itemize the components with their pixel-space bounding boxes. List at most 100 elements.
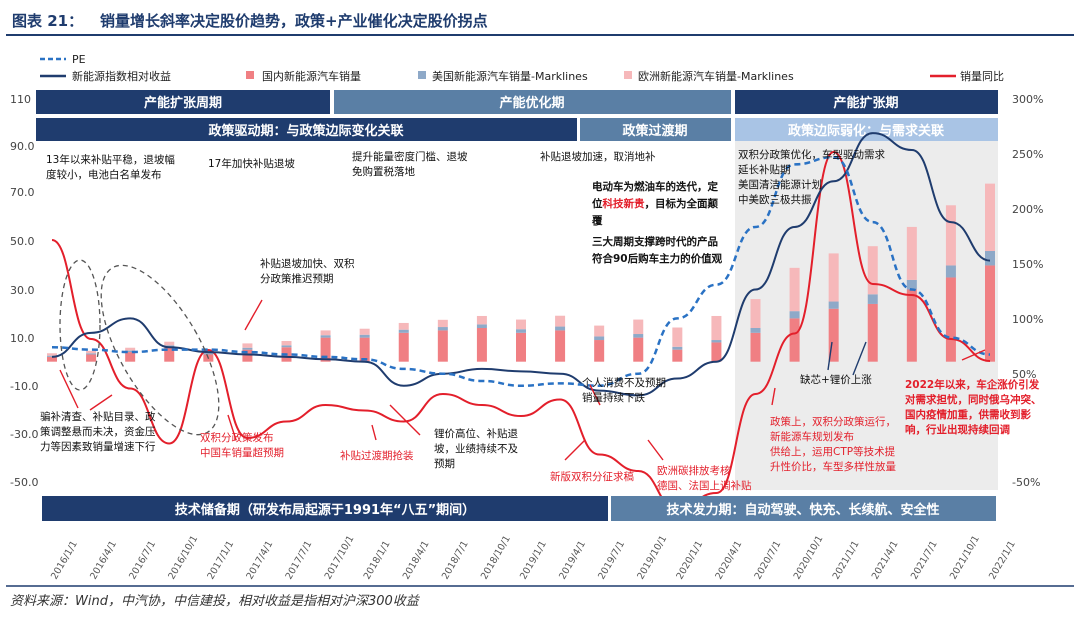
bar-eu [750,299,761,328]
annotation-a6: 电动车为燃油车的迭代，定位科技新贵，目标为全面颠覆 [592,180,718,227]
series-relative-return-line [51,132,991,397]
bar-us [125,350,136,353]
phase-policy-label: 政策过渡期 [622,123,687,139]
x-tick-label: 2018/1/1 [362,539,393,581]
x-tick-label: 2021/1/1 [831,539,862,581]
phase-policy-label: 政策边际弱化：与需求关联 [788,123,944,139]
bar-us [633,334,644,338]
legend: PE 新能源指数相对收益 国内新能源汽车销量 美国新能源汽车销量-Marklin… [40,53,1004,83]
bar-eu [47,353,57,356]
arrow [589,384,601,406]
bar-eu [242,343,253,348]
left-tick: 90.0 [10,140,35,153]
left-axis: 110 90.0 70.0 50.0 30.0 10.0 -10.0 -30.0… [10,93,38,489]
bar-eu [437,319,448,328]
x-tick-label: 2021/10/1 [948,534,982,582]
x-tick-label: 2018/10/1 [479,534,513,582]
phase-policy-weakening [735,118,998,141]
legend-swatch-us [418,71,426,79]
arrow [371,424,377,441]
x-tick-label: 2016/7/1 [127,539,158,581]
bar-eu [516,319,526,330]
annotation-arrows [59,299,986,461]
bar-domestic [398,332,409,362]
x-tick-label: 2020/7/1 [753,539,784,581]
annotation-a10: 骗补清查、补贴目录、政策调整悬而未决，资金压力等因素致销量增速下行 [40,410,156,453]
x-tick-label: 2019/10/1 [635,534,669,582]
bar-domestic [47,356,57,362]
annotation-a11: 双积分政策发布中国车销量超预期 [200,431,284,459]
bar-domestic [789,318,800,362]
annotation-a17: 缺芯+锂价上涨 [800,373,872,386]
bar-domestic [125,352,136,362]
bar-us [985,251,995,266]
arrow [827,341,833,371]
right-tick: -50% [1012,476,1040,489]
x-tick-label: 2017/10/1 [323,534,357,582]
bar-eu [555,315,566,327]
bar-eu [164,341,175,346]
left-tick: 110 [10,93,31,106]
arrow [89,394,113,411]
x-tick-label: 2017/7/1 [284,539,315,581]
arrow [244,299,263,331]
phase-policy-row: 政策驱动期：与政策边际变化关联 政策过渡期 政策边际弱化：与需求关联 [36,118,998,141]
arrow [389,404,421,436]
bar-eu [789,267,800,312]
bar-eu [398,322,409,330]
phase-tech-launch [611,496,996,521]
legend-label-eu: 欧洲新能源汽车销量-Marklines [638,69,794,83]
phase-bottom-label: 技术储备期（研发布局起源于1991年“八五”期间） [175,502,475,518]
bar-eu [828,253,839,302]
bar-us [828,301,839,309]
left-tick: 70.0 [10,186,35,199]
x-tick-label: 2021/4/1 [870,539,901,581]
x-tick-label: 2017/4/1 [244,539,275,581]
annotation-a3: 提升能量密度门槛、退坡免购置税落地 [352,150,468,178]
phase-policy-label: 政策驱动期：与政策边际变化关联 [208,123,403,139]
bar-us [711,340,722,343]
bar-domestic [750,332,761,362]
annotation-a7: 三大周期支撑跨时代的产品符合90后购车主力的价值观 [592,235,723,265]
right-tick: 100% [1012,313,1043,326]
bar-eu [359,328,370,335]
phase-bottom-label: 技术发力期：自动驾驶、快充、长续航、安全性 [666,502,939,518]
bar-domestic [476,328,487,362]
bar-us [281,345,292,348]
bar-us [672,346,683,350]
annotation-a9: 个人消费不及预期销量持续下跌 [582,376,666,404]
annotation-a16: 政策上，双积分政策运行，新能源车规划发布供给上，运用CTP等技术提升性价比，车型… [770,415,896,473]
bar-us [516,329,526,333]
left-tick: 50.0 [10,235,35,248]
bar-domestic [555,330,566,362]
bar-eu [945,205,956,266]
bar-us [789,311,800,319]
bar-domestic [906,289,917,362]
x-tick-label: 2019/4/1 [557,539,588,581]
left-tick: -30.0 [10,428,38,441]
bar-eu [125,347,136,351]
left-tick: 10.0 [10,332,35,345]
bar-eu [711,315,722,341]
phase-top-label: 产能优化期 [499,95,564,111]
series-pe-line [51,155,991,388]
bar-domestic [594,340,605,362]
annotation-a12: 补贴过渡期抢装 [340,449,414,462]
phase-capacity-optimization [334,90,731,114]
x-tick-label: 2016/10/1 [166,534,200,582]
x-axis: 2016/1/1 2016/4/1 2016/7/1 2016/10/1 2017/1/… [49,534,1018,582]
right-tick: 300% [1012,93,1043,106]
x-tick-label: 2020/10/1 [792,534,826,582]
x-tick-label: 2022/1/1 [987,539,1018,581]
bar-eu [633,319,644,335]
x-tick-label: 2021/7/1 [909,539,940,581]
arrow [852,341,867,376]
bar-eu [985,183,995,251]
left-tick: -50.0 [10,476,38,489]
phase-policy-driven [36,118,577,141]
bar-us [437,327,448,331]
annotations: 13年以来补贴平稳，退坡幅度较小，电池白名单发布 17年加快补贴退坡 提升能量密… [40,148,1042,492]
bar-us [203,353,214,355]
bar-domestic [516,332,526,362]
x-tick-label: 2019/7/1 [596,539,627,581]
